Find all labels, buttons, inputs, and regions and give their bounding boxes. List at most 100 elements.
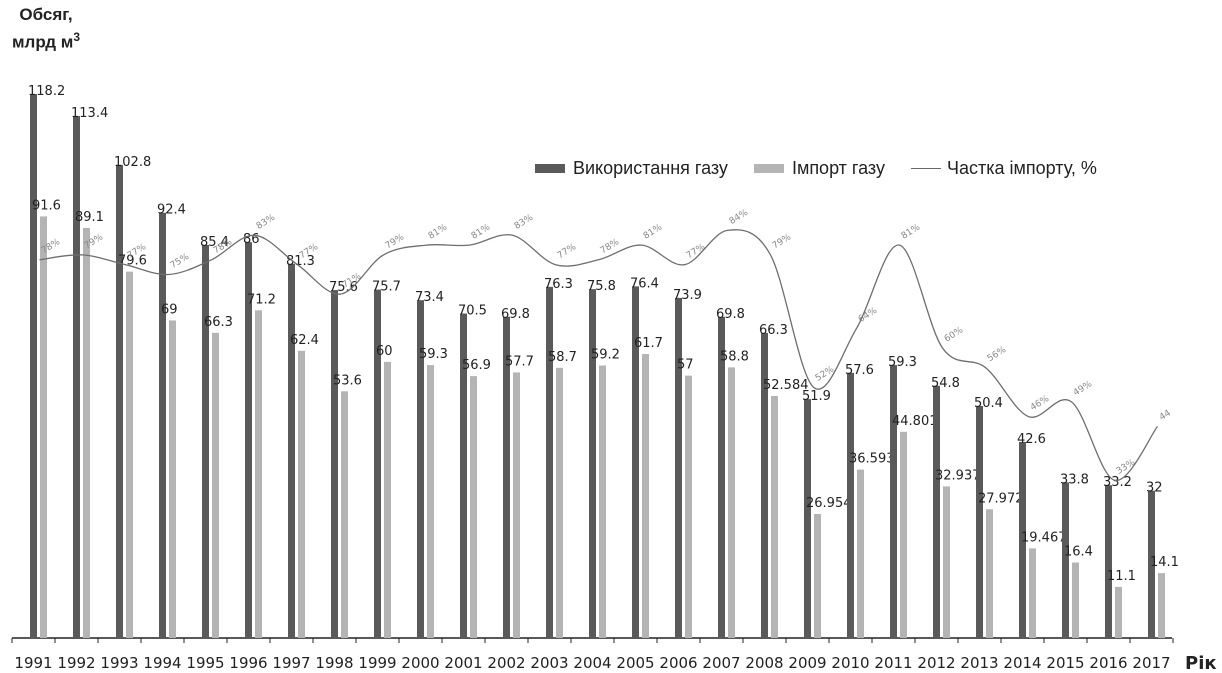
bar-import bbox=[943, 486, 950, 638]
data-label-import: 58.7 bbox=[548, 350, 577, 365]
x-tick-label: 1998 bbox=[315, 654, 353, 672]
data-label-usage: 113.4 bbox=[71, 106, 108, 121]
data-label-usage: 92.4 bbox=[157, 203, 186, 218]
data-label-share: 83% bbox=[255, 213, 278, 232]
data-label-share: 83% bbox=[513, 213, 536, 232]
data-label-share: 77% bbox=[685, 242, 708, 261]
data-label-usage: 81.3 bbox=[286, 254, 315, 269]
x-tick-label: 1992 bbox=[57, 654, 95, 672]
data-label-import: 61.7 bbox=[634, 336, 663, 351]
x-tick-label: 1999 bbox=[358, 654, 396, 672]
data-label-share: 79% bbox=[771, 232, 794, 251]
bar-import bbox=[255, 310, 262, 638]
bar-usage bbox=[761, 332, 768, 638]
data-label-share: 52% bbox=[814, 364, 837, 383]
bar-usage bbox=[503, 316, 510, 638]
bar-import bbox=[728, 367, 735, 638]
data-label-usage: 69.8 bbox=[501, 307, 530, 322]
bar-usage bbox=[245, 242, 252, 638]
x-axis-title: Рік bbox=[1185, 653, 1217, 673]
data-label-usage: 118.2 bbox=[28, 84, 65, 99]
x-tick-label: 2012 bbox=[917, 654, 955, 672]
data-label-import: 91.6 bbox=[32, 198, 61, 213]
x-tick-label: 2005 bbox=[616, 654, 654, 672]
bar-usage bbox=[718, 316, 725, 638]
bar-import bbox=[685, 375, 692, 638]
legend-item-import: Імпорт газу bbox=[753, 158, 885, 179]
bar-import bbox=[599, 365, 606, 638]
x-tick-label: 2002 bbox=[487, 654, 525, 672]
x-tick-label: 2014 bbox=[1003, 654, 1041, 672]
data-label-import: 57 bbox=[677, 358, 694, 373]
bar-import bbox=[986, 509, 993, 638]
legend-item-usage: Використання газу bbox=[535, 158, 728, 179]
data-label-share: 81% bbox=[642, 222, 665, 241]
data-label-import: 52.584 bbox=[763, 378, 809, 393]
bar-usage bbox=[890, 365, 897, 638]
data-label-share: 81% bbox=[470, 222, 493, 241]
data-label-share: 49% bbox=[1072, 379, 1095, 398]
legend-swatch-usage bbox=[535, 164, 565, 173]
data-label-import: 60 bbox=[376, 344, 393, 359]
data-label-import: 14.1 bbox=[1150, 555, 1179, 570]
data-label-usage: 86 bbox=[243, 232, 260, 247]
bar-usage bbox=[288, 263, 295, 638]
data-label-usage: 85.4 bbox=[200, 235, 229, 250]
bar-import bbox=[556, 367, 563, 638]
data-label-share: 71% bbox=[341, 271, 364, 290]
data-label-share: 56% bbox=[986, 345, 1009, 364]
bar-import bbox=[1072, 562, 1079, 638]
x-tick-label: 2001 bbox=[444, 654, 482, 672]
data-label-share: 79% bbox=[384, 232, 407, 251]
bar-import bbox=[771, 395, 778, 638]
legend: Використання газу Імпорт газу Частка імп… bbox=[535, 158, 1123, 179]
data-label-import: 11.1 bbox=[1107, 569, 1136, 584]
data-label-share: 33% bbox=[1115, 458, 1138, 477]
data-label-usage: 73.9 bbox=[673, 288, 702, 303]
data-label-share: 46% bbox=[1029, 394, 1052, 413]
data-label-share: 78% bbox=[40, 237, 63, 256]
data-label-import: 57.7 bbox=[505, 354, 534, 369]
bar-usage bbox=[331, 290, 338, 638]
data-label-import: 71.2 bbox=[247, 292, 276, 307]
data-label-import: 58.8 bbox=[720, 349, 749, 364]
bar-import bbox=[470, 376, 477, 638]
bar-usage bbox=[804, 399, 811, 638]
data-label-usage: 75.7 bbox=[372, 280, 401, 295]
data-label-usage: 69.8 bbox=[716, 307, 745, 322]
x-tick-label: 1993 bbox=[100, 654, 138, 672]
bar-import bbox=[341, 391, 348, 638]
bar-usage bbox=[202, 244, 209, 638]
bar-usage bbox=[159, 212, 166, 638]
data-label-import: 44.801 bbox=[892, 414, 938, 429]
data-label-usage: 75.8 bbox=[587, 279, 616, 294]
bar-usage bbox=[675, 297, 682, 638]
bar-import bbox=[212, 332, 219, 638]
data-label-import: 26.954 bbox=[806, 496, 852, 511]
x-tick-label: 2000 bbox=[401, 654, 439, 672]
bar-usage bbox=[30, 94, 37, 638]
x-tick-label: 2006 bbox=[659, 654, 697, 672]
data-label-import: 56.9 bbox=[462, 358, 491, 373]
data-label-share: 78% bbox=[599, 237, 622, 256]
data-label-import: 79.6 bbox=[118, 254, 147, 269]
data-label-usage: 75.6 bbox=[329, 280, 358, 295]
data-label-import: 53.6 bbox=[333, 373, 362, 388]
x-tick-label: 1995 bbox=[186, 654, 224, 672]
bar-import bbox=[900, 431, 907, 638]
data-label-usage: 32 bbox=[1146, 481, 1163, 496]
data-label-usage: 73.4 bbox=[415, 290, 444, 305]
x-tick-label: 2011 bbox=[874, 654, 912, 672]
data-label-import: 89.1 bbox=[75, 210, 104, 225]
data-label-usage: 54.8 bbox=[931, 376, 960, 391]
data-label-usage: 50.4 bbox=[974, 396, 1003, 411]
bar-usage bbox=[1019, 441, 1026, 638]
data-label-import: 19.467 bbox=[1021, 530, 1067, 545]
bar-import bbox=[814, 513, 821, 638]
data-label-share: 64% bbox=[857, 306, 880, 325]
data-label-share: 75% bbox=[169, 252, 192, 271]
bar-import bbox=[427, 365, 434, 638]
bar-usage bbox=[546, 286, 553, 638]
data-label-usage: 102.8 bbox=[114, 155, 151, 170]
data-label-usage: 59.3 bbox=[888, 355, 917, 370]
